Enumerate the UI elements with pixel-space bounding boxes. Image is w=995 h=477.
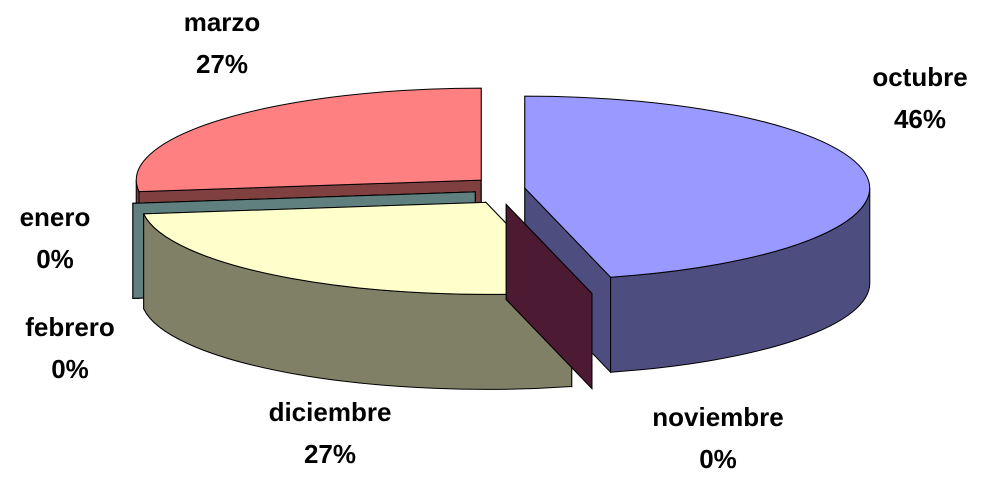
slice-top (524, 95, 871, 278)
slice-top (135, 87, 482, 193)
slice-label-name: noviembre (652, 402, 784, 432)
slice-label-value: 0% (51, 354, 89, 384)
slice-label-value: 46% (894, 104, 946, 134)
slice-label-value: 0% (36, 244, 74, 274)
slice-label-value: 27% (196, 49, 248, 79)
slice-label-value: 27% (304, 439, 356, 469)
slice-label-value: 0% (699, 444, 737, 474)
slice-top (142, 201, 573, 295)
slice-label-name: enero (20, 202, 91, 232)
slice-label-name: octubre (872, 62, 967, 92)
slice-wall (505, 203, 593, 390)
slice-label-name: marzo (184, 7, 261, 37)
slice-label-name: diciembre (269, 397, 392, 427)
slice-label-name: febrero (25, 312, 115, 342)
